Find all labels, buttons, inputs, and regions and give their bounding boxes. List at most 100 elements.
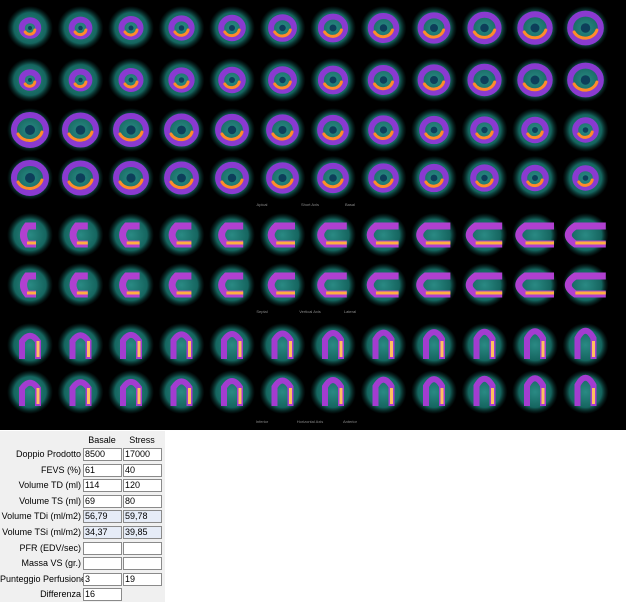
row-label: FEVS (%) [40,464,81,475]
value-field[interactable]: 56,79 [83,510,122,524]
slice-image [108,213,154,257]
value-field[interactable]: 40 [123,463,162,477]
slice-image [57,370,104,414]
slice-image [411,323,457,367]
slice-image [360,263,407,307]
slice-image [7,6,53,50]
slice-image [461,263,508,307]
row-label: Volume TSi (ml/m2) [2,527,81,537]
axis-label-left: Septal [256,309,267,314]
slice-image [108,6,154,50]
row-label: Volume TDi (ml/m2) [1,511,81,522]
slice-image [360,156,407,200]
slice-image [562,213,609,257]
slice-image [310,370,356,414]
slice-image [158,58,205,102]
value-field[interactable]: 3 [83,572,122,586]
value-field[interactable]: 59,78 [123,510,162,524]
slice-image [7,370,53,414]
slice-image [562,263,609,307]
slice-image [512,58,558,102]
value-field[interactable]: 8500 [83,448,122,461]
slice-image [57,108,104,152]
slice-image [158,370,205,414]
slice-image [411,263,457,307]
value-field[interactable]: 34,37 [83,526,122,539]
slice-image [461,156,508,200]
slice-image [158,108,205,152]
slice-image [209,6,255,50]
slice-image [310,108,356,152]
slice-image [57,6,104,50]
slice-image [209,58,255,102]
slice-image [209,156,255,200]
value-field[interactable]: 61 [83,463,122,477]
row-label: Punteggio Perfusione [0,573,87,584]
slice-image [562,58,609,102]
slice-image [259,213,306,257]
slice-image [57,323,104,367]
slice-image [461,370,508,414]
value-field[interactable] [83,541,122,555]
slice-image [411,156,457,200]
slice-image [562,323,609,367]
slice-image [310,58,356,102]
column-header: Basale [88,435,116,445]
slice-image [108,323,154,367]
row-label: Massa VS (gr.) [21,558,81,569]
value-field[interactable]: 120 [123,479,162,493]
slice-image [209,213,255,257]
slice-image [259,156,306,200]
value-field[interactable]: 17000 [123,448,162,461]
value-field[interactable]: 80 [123,494,162,508]
slice-image [57,58,104,102]
axis-label-left: Inferior [256,419,269,424]
value-field[interactable]: 19 [123,572,162,586]
axis-label-right: Anterior [343,419,358,424]
slice-image [461,323,508,367]
slice-image [108,58,154,102]
value-field[interactable]: 39,85 [123,526,162,539]
slice-image [259,58,306,102]
value-field[interactable] [123,557,162,571]
slice-image [7,58,53,102]
slice-image [259,370,306,414]
slice-image [360,213,407,257]
slice-image [108,156,154,200]
axis-label-right: Basal [345,202,355,207]
slice-image [259,323,306,367]
slice-image [512,263,558,307]
slice-image [562,108,609,152]
slice-image [411,370,457,414]
results-panel: Basale Stress Doppio Prodotto 8500 17000 FEVS… [0,431,165,602]
slice-image [411,6,457,50]
value-field[interactable]: 16 [83,588,122,602]
slice-image [360,58,407,102]
slice-image [310,213,356,257]
slice-image [562,156,609,200]
slice-image [158,6,205,50]
value-field[interactable] [83,557,122,571]
slice-image [512,370,558,414]
row-label: Volume TD (ml) [18,480,81,491]
axis-label-center: Short Axis [301,202,319,207]
value-field[interactable]: 114 [83,479,122,493]
row-label: Volume TS (ml) [19,495,81,506]
slice-image [7,213,53,257]
value-field[interactable] [123,541,162,555]
row-label: Differenza [40,589,81,600]
slice-image [7,263,53,307]
slice-image [209,108,255,152]
slice-image [310,156,356,200]
slice-image [158,323,205,367]
slice-image [7,156,53,200]
slice-image [411,108,457,152]
slice-image [461,108,508,152]
value-field[interactable]: 69 [83,494,122,508]
slice-image [57,263,104,307]
spect-images: Apical Short Axis Basal Septal Vertical Axis… [0,0,626,430]
slice-image [360,323,407,367]
slice-image [512,156,558,200]
slice-image [512,6,558,50]
